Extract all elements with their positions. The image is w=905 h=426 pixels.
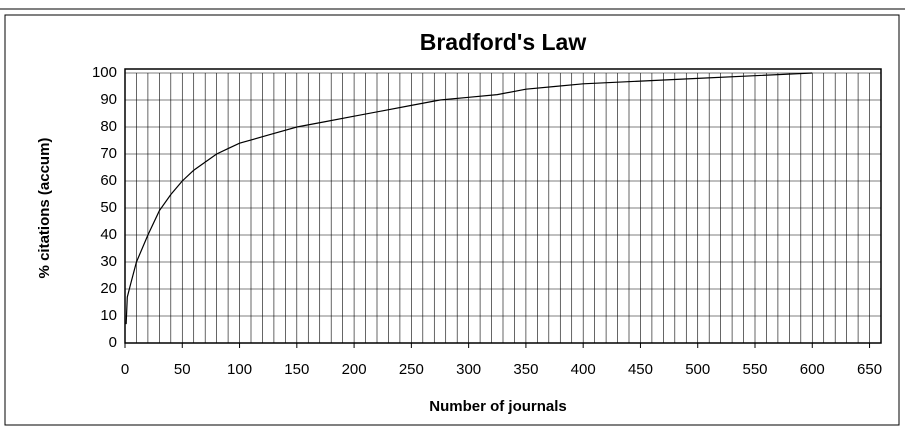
x-tick-label: 350 [513,361,538,378]
y-tick-label: 10 [100,307,117,324]
x-tick-label: 200 [342,361,367,378]
y-tick-label: 30 [100,253,117,270]
x-tick-label: 650 [857,361,882,378]
y-tick-label: 60 [100,172,117,189]
y-tick-label: 0 [109,334,117,351]
x-tick-label: 50 [174,361,191,378]
x-tick-label: 250 [399,361,424,378]
x-axis-label: Number of journals [429,398,567,415]
x-tick-label: 450 [628,361,653,378]
y-tick-label: 40 [100,226,117,243]
y-tick-label: 20 [100,280,117,297]
y-axis-label: % citations (accum) [36,138,53,279]
x-tick-label: 400 [571,361,596,378]
x-tick-label: 550 [742,361,767,378]
y-tick-label: 50 [100,199,117,216]
line-series [125,72,813,325]
x-tick-label: 500 [685,361,710,378]
frame [4,14,900,426]
y-tick-label: 80 [100,118,117,135]
x-tick-label: 600 [800,361,825,378]
y-tick-label: 90 [100,91,117,108]
x-tick-label: 0 [121,361,129,378]
x-tick-label: 300 [456,361,481,378]
x-tick-label: 150 [284,361,309,378]
y-tick-label: 70 [100,145,117,162]
chart-title: Bradford's Law [420,29,587,55]
plot-border [124,68,882,344]
y-tick-label: 100 [92,64,117,81]
x-tick-label: 100 [227,361,252,378]
